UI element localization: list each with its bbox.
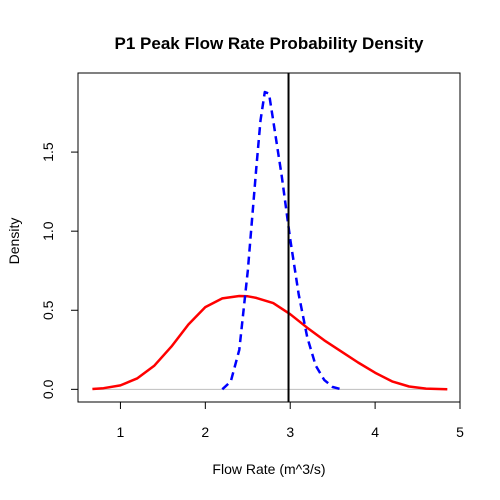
chart-marks: 1 2 3 4 5 0.0 0.5 1.0 1.5 bbox=[40, 73, 464, 440]
density-curve-1 bbox=[92, 294, 448, 391]
y-tick-label: 1.0 bbox=[40, 221, 56, 241]
density-curve-2 bbox=[221, 90, 342, 391]
x-tick-label: 2 bbox=[201, 424, 209, 440]
y-tick-label: 0.5 bbox=[40, 300, 56, 320]
x-tick-label: 1 bbox=[117, 424, 125, 440]
plot-area-frame bbox=[77, 72, 461, 403]
y-tick-label: 1.5 bbox=[40, 142, 56, 162]
y-axis-label: Density bbox=[6, 218, 22, 265]
x-tick-label: 3 bbox=[286, 424, 294, 440]
x-axis-label: Flow Rate (m^3/s) bbox=[212, 461, 325, 477]
chart-title: P1 Peak Flow Rate Probability Density bbox=[115, 34, 424, 53]
y-tick-label: 0.0 bbox=[40, 379, 56, 399]
x-tick-label: 4 bbox=[371, 424, 379, 440]
x-tick-label: 5 bbox=[456, 424, 464, 440]
